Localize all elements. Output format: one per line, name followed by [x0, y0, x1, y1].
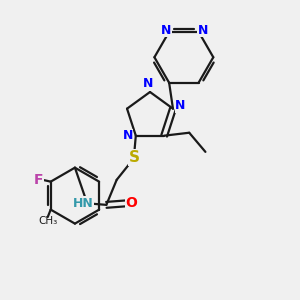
Text: O: O	[125, 196, 137, 210]
Text: S: S	[129, 150, 140, 165]
Text: N: N	[143, 77, 154, 90]
Text: F: F	[34, 173, 44, 187]
Text: CH₃: CH₃	[38, 216, 57, 226]
Text: N: N	[175, 99, 185, 112]
Text: N: N	[122, 129, 133, 142]
Text: HN: HN	[72, 197, 93, 210]
Text: N: N	[161, 24, 171, 37]
Text: N: N	[198, 24, 208, 37]
